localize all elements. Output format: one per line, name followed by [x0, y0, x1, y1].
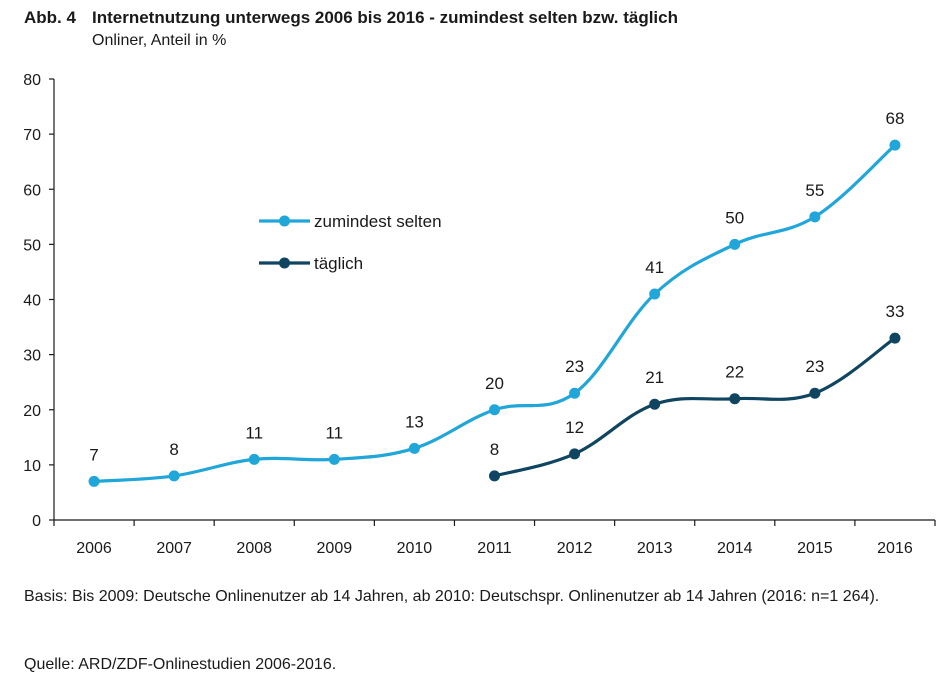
data-label: 23	[805, 357, 824, 376]
data-label: 8	[490, 440, 499, 459]
legend-marker	[279, 215, 290, 227]
x-tick-label: 2016	[877, 540, 913, 557]
x-tick-label: 2006	[76, 540, 112, 557]
data-label: 68	[885, 109, 904, 128]
data-point	[889, 332, 901, 344]
x-tick-label: 2012	[557, 540, 593, 557]
data-point	[809, 211, 821, 223]
x-tick-label: 2009	[317, 540, 353, 557]
chart-subtitle: Onliner, Anteil in %	[92, 32, 227, 49]
data-label: 55	[805, 181, 824, 200]
y-tick-label: 40	[23, 293, 41, 310]
y-tick-label: 20	[23, 403, 41, 420]
data-label: 12	[565, 418, 584, 437]
data-point	[168, 470, 180, 482]
chart-title: Internetnutzung unterwegs 2006 bis 2016 …	[92, 8, 678, 27]
data-label: 11	[325, 423, 343, 442]
data-label: 33	[885, 302, 904, 321]
data-point	[408, 442, 420, 454]
data-point	[729, 238, 741, 250]
data-point	[489, 404, 500, 416]
x-tick-label: 2008	[236, 540, 272, 557]
y-tick-label: 80	[23, 72, 41, 89]
data-label: 22	[725, 363, 744, 382]
chart-title-row: Abb. 4 Internetnutzung unterwegs 2006 bis…	[24, 8, 678, 28]
data-label: 7	[89, 445, 98, 464]
y-tick-label: 70	[23, 127, 41, 144]
data-label: 50	[725, 208, 744, 227]
data-point	[489, 470, 500, 482]
data-point	[569, 448, 581, 460]
legend-label: täglich	[314, 254, 363, 273]
x-tick-label: 2011	[477, 540, 512, 557]
data-point	[729, 393, 741, 405]
data-point	[248, 453, 260, 465]
data-label: 41	[645, 258, 664, 277]
y-tick-label: 10	[23, 458, 41, 475]
data-label: 8	[169, 440, 178, 459]
y-tick-label: 50	[23, 237, 41, 254]
data-label: 21	[645, 368, 664, 387]
data-point	[328, 453, 340, 465]
y-tick-label: 60	[23, 182, 41, 199]
x-tick-label: 2007	[156, 540, 192, 557]
data-point	[809, 387, 821, 399]
source-note: Quelle: ARD/ZDF-Onlinestudien 2006-2016.	[24, 656, 337, 673]
legend-label: zumindest selten	[314, 212, 442, 231]
y-tick-label: 0	[32, 513, 41, 530]
data-label: 11	[245, 423, 263, 442]
data-point	[569, 387, 581, 399]
x-tick-label: 2014	[717, 540, 753, 557]
data-point	[649, 288, 661, 300]
data-point	[889, 139, 901, 151]
x-tick-label: 2010	[397, 540, 433, 557]
series-line-zumindest-selten	[92, 143, 897, 484]
figure-number: Abb. 4	[24, 8, 76, 27]
x-tick-label: 2013	[637, 540, 673, 557]
data-point	[649, 398, 661, 410]
basis-note: Basis: Bis 2009: Deutsche Onlinenutzer a…	[24, 588, 880, 605]
series-line-taeglich	[492, 336, 897, 478]
data-label: 23	[565, 357, 584, 376]
data-label: 13	[405, 412, 424, 431]
data-label: 20	[485, 374, 504, 393]
legend-marker	[279, 257, 290, 269]
y-tick-label: 30	[23, 348, 41, 365]
x-tick-label: 2015	[797, 540, 833, 557]
data-point	[88, 475, 100, 487]
